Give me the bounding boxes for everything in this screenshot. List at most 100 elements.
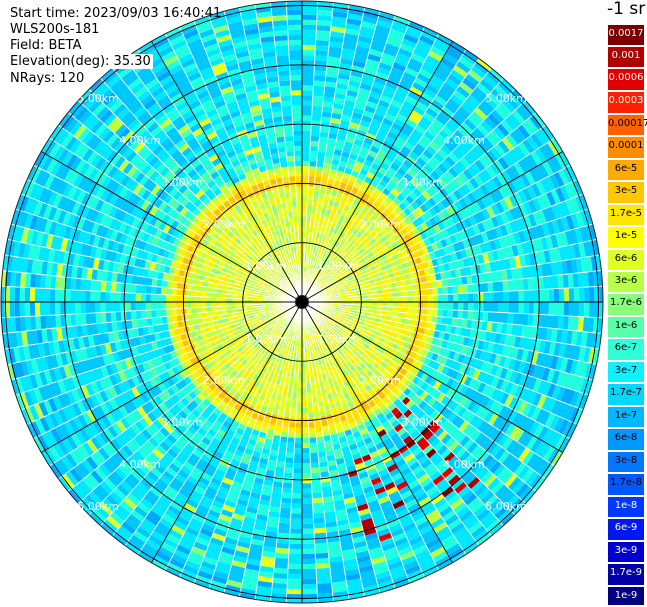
ray-gap	[301, 301, 492, 537]
ray-gap	[26, 179, 303, 303]
ray-gap	[124, 301, 303, 546]
colorbar-level: 6e-9	[607, 518, 645, 541]
ray-gap	[7, 301, 303, 366]
ray-gap	[164, 301, 303, 571]
ray-gap	[2, 301, 303, 334]
ray-gap	[301, 301, 396, 589]
ray-gap	[33, 301, 303, 440]
ring-label: 3.00km	[401, 176, 443, 189]
colorbar-level: 1e-9	[607, 586, 645, 606]
ray-gap	[301, 301, 571, 440]
ray-gap	[223, 301, 303, 593]
colorbar-level: 0.0017	[607, 24, 645, 46]
colorbar-level: 1e-7	[607, 406, 645, 428]
ray-gap	[301, 7, 366, 303]
ray-gap	[49, 137, 303, 303]
ring-label: 1.00km	[245, 332, 287, 345]
colorbar-level: 3e-8	[607, 451, 645, 473]
colorbar-level: 1.7e-8	[607, 473, 645, 496]
ray-gap	[124, 58, 303, 303]
colorbar-level: 1e-8	[607, 496, 645, 518]
ring-label: 2.00km	[359, 374, 401, 387]
ray-gap	[301, 124, 546, 303]
colorbar-level: 3e-6	[607, 271, 645, 293]
ray-gap	[11, 223, 303, 303]
ray-gap	[88, 88, 303, 303]
colorbar-level: 3e-5	[607, 181, 645, 204]
field-name: Field: BETA	[10, 38, 82, 53]
colorbar-level: 1.7e-9	[607, 563, 645, 586]
ray-gap	[301, 137, 555, 303]
ray-gap	[301, 301, 578, 425]
ray-gap	[15, 301, 303, 396]
ray-gap	[301, 301, 546, 480]
azimuth-spoke	[151, 41, 303, 303]
ray-gap	[20, 193, 303, 303]
ray-gap	[301, 33, 440, 303]
ray-gap	[301, 301, 555, 467]
ray-gap	[301, 4, 350, 303]
ray-gap	[77, 100, 303, 303]
ring-label: 4.00km	[443, 458, 485, 471]
ray-gap	[33, 164, 303, 303]
colorbar-level: 1e-5	[607, 226, 645, 249]
ring-label: 5.00km	[77, 92, 119, 105]
colorbar-unit: -1 sr	[607, 0, 646, 19]
ray-gap	[301, 254, 600, 303]
ring-label: 2.00km	[203, 218, 245, 231]
ray-gap	[164, 33, 303, 303]
colorbar-level: 6e-6	[607, 249, 645, 271]
ray-gap	[112, 67, 303, 303]
ray-gap	[301, 20, 411, 303]
ray-gap	[7, 238, 303, 303]
ray-gap	[301, 301, 527, 504]
ray-gap	[58, 301, 303, 480]
ray-gap	[301, 208, 589, 303]
ray-gap	[301, 270, 602, 303]
center-star	[300, 295, 303, 303]
ray-gap	[301, 100, 527, 303]
ray-gap	[301, 223, 593, 303]
ray-gap	[137, 49, 303, 303]
ray-gap	[301, 112, 537, 303]
ray-gap	[4, 254, 303, 303]
ring-label: 1.00km	[318, 260, 360, 273]
ring-label: 3.00km	[161, 416, 203, 429]
ray-gap	[301, 77, 504, 303]
ring-label: 1.00km	[318, 332, 360, 345]
ray-gap	[301, 301, 589, 396]
ray-gap	[11, 301, 303, 381]
ray-gap	[301, 285, 603, 303]
ray-gap	[301, 67, 492, 303]
beta-cells	[13, 1, 603, 599]
ray-gap	[238, 301, 303, 597]
elevation: Elevation(deg): 35.30	[10, 54, 153, 69]
ring-label: 4.00km	[119, 458, 161, 471]
ray-gap	[49, 301, 303, 467]
ray-gap	[301, 301, 467, 555]
range-grid	[0, 0, 604, 604]
ray-gap	[301, 301, 381, 593]
ray-gap	[20, 301, 303, 411]
ray-gap	[301, 301, 334, 602]
ray-gap	[301, 179, 578, 303]
ray-gap	[301, 301, 597, 366]
colorbar-level: 0.0006	[607, 68, 645, 91]
ray-gap	[4, 301, 303, 350]
ray-gap	[301, 301, 350, 600]
ray-gap	[301, 301, 504, 527]
beta-cells	[100, 107, 509, 503]
ray-gap	[77, 301, 303, 504]
ray-gap	[88, 301, 303, 516]
ray-gap	[301, 301, 537, 492]
ring-label: 5.00km	[485, 500, 527, 513]
ray-gap	[301, 301, 600, 350]
ring-label: 5.00km	[77, 500, 119, 513]
ray-gap	[301, 2, 334, 303]
azimuth-spoke	[301, 151, 563, 303]
ray-gap	[26, 301, 303, 425]
ring-label: 4.00km	[443, 134, 485, 147]
ray-gap	[254, 4, 303, 303]
ray-gap	[301, 301, 480, 546]
